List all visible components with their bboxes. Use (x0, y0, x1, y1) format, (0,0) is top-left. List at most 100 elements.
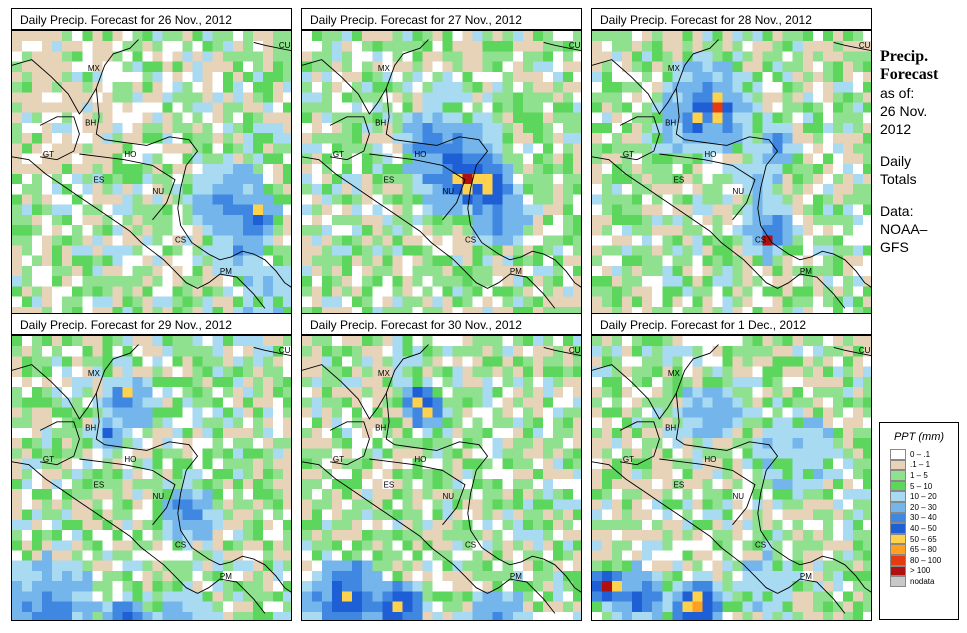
precip-cell (282, 397, 291, 408)
precip-cell (12, 468, 23, 480)
precip-cell (792, 438, 804, 449)
precip-cell (172, 581, 184, 592)
precip-cell (432, 407, 443, 419)
precip-cell (362, 153, 373, 165)
precip-cell (322, 591, 333, 603)
precip-cell (362, 214, 373, 226)
precip-cell (422, 214, 433, 226)
precip-cell (192, 336, 204, 347)
precip-cell (752, 448, 764, 460)
country-label: BH (665, 118, 676, 127)
precip-cell (702, 366, 713, 378)
precip-cell (492, 71, 504, 83)
precip-cell (462, 591, 474, 603)
precip-cell (442, 560, 454, 572)
precip-cell (422, 61, 433, 73)
precip-cell (272, 356, 284, 368)
precip-cell (432, 458, 443, 470)
precip-cell (362, 560, 373, 572)
precip-cell (132, 71, 143, 83)
precip-cell (832, 225, 844, 236)
precip-cell (622, 479, 633, 490)
precip-cell (612, 346, 623, 357)
precip-cell (162, 112, 174, 124)
precip-cell (742, 560, 754, 572)
precip-cell (212, 112, 224, 124)
precip-cell (442, 479, 454, 490)
precip-cell (302, 133, 313, 144)
precip-cell (142, 143, 153, 155)
precip-cell (82, 306, 93, 315)
precip-cell (802, 570, 814, 582)
precip-cell (82, 214, 93, 226)
precip-cell (372, 153, 383, 165)
precip-cell (612, 407, 623, 419)
precip-cell (822, 225, 834, 236)
precip-cell (322, 458, 333, 470)
precip-cell (532, 174, 544, 185)
precip-cell (182, 581, 194, 592)
precip-cell (12, 184, 23, 195)
precip-cell (802, 458, 814, 470)
precip-cell (652, 530, 663, 541)
precip-cell (492, 82, 504, 93)
precip-cell (752, 286, 764, 298)
precip-cell (232, 407, 244, 419)
precip-cell (342, 276, 353, 287)
precip-cell (672, 519, 683, 531)
precip-cell (782, 225, 794, 236)
precip-cell (162, 92, 174, 103)
precip-cell (462, 122, 474, 134)
precip-cell (472, 163, 484, 175)
precip-cell (362, 306, 373, 315)
precip-cell (312, 489, 323, 500)
country-border (329, 421, 370, 466)
precip-cell (722, 133, 733, 144)
precip-cell (122, 427, 133, 439)
precip-cell (122, 417, 133, 429)
precip-cell (532, 366, 544, 378)
precip-cell (552, 174, 564, 185)
precip-cell (592, 122, 603, 134)
precip-cell (462, 417, 474, 429)
precip-cell (442, 550, 454, 562)
precip-cell (622, 376, 633, 388)
precip-cell (862, 143, 871, 155)
precip-cell (12, 61, 23, 73)
precip-cell (822, 286, 834, 298)
precip-cell (172, 153, 184, 165)
precip-cell (82, 112, 93, 124)
country-border (39, 421, 80, 466)
precip-cell (52, 611, 63, 620)
precip-cell (682, 122, 693, 134)
precip-cell (142, 591, 153, 603)
precip-cell (512, 519, 524, 531)
precip-cell (172, 102, 184, 114)
precip-cell (422, 591, 433, 603)
precip-cell (532, 245, 544, 257)
precip-cell (132, 468, 143, 480)
precip-cell (342, 133, 353, 144)
precip-cell (352, 407, 363, 419)
precip-cell (762, 61, 774, 73)
precip-cell (172, 519, 184, 531)
precip-cell (652, 611, 663, 620)
precip-cell (792, 194, 804, 206)
precip-cell (792, 509, 804, 521)
precip-cell (142, 133, 153, 144)
precip-cell (572, 61, 581, 73)
precip-cell (712, 245, 723, 257)
precip-cell (242, 499, 254, 511)
precip-cell (432, 71, 443, 83)
precip-cell (342, 41, 353, 52)
precip-cell (702, 143, 713, 155)
precip-cell (802, 376, 814, 388)
precip-cell (372, 122, 383, 134)
precip-cell (672, 245, 683, 257)
precip-cell (152, 194, 164, 206)
precip-cell (162, 366, 174, 378)
precip-cell (532, 570, 544, 582)
precip-cell (202, 204, 214, 216)
precip-cell (252, 468, 264, 480)
precip-cell (742, 468, 754, 480)
